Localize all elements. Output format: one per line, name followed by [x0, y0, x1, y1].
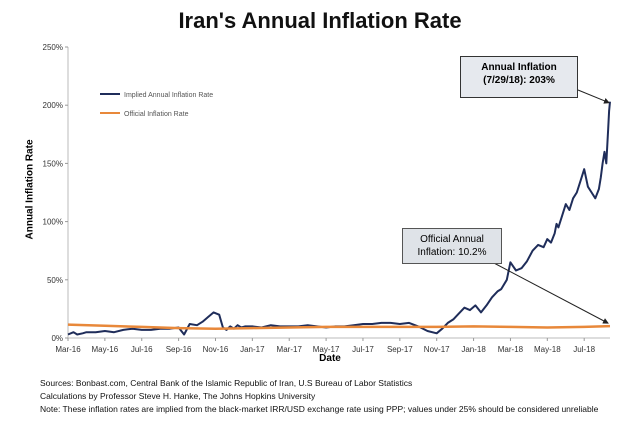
legend-entry: Implied Annual Inflation Rate	[124, 92, 213, 99]
x-tick-label: May-17	[313, 345, 340, 354]
y-tick-label: 250%	[43, 43, 63, 52]
official-inflation-callout: Official Annual Inflation: 10.2%	[402, 228, 502, 264]
x-tick-label: Jan-17	[240, 345, 265, 354]
x-tick-label: May-16	[92, 345, 119, 354]
official-callout-line2: Inflation: 10.2%	[417, 247, 487, 258]
x-tick-label: Jul-18	[573, 345, 595, 354]
annual-callout-arrow	[577, 89, 610, 104]
sources-line: Sources: Bonbast.com, Central Bank of th…	[40, 378, 413, 388]
x-tick-label: Sep-16	[166, 345, 192, 354]
annual-inflation-callout: Annual Inflation (7/29/18): 203%	[460, 56, 578, 98]
official-callout-arrow	[491, 261, 609, 324]
x-tick-label: Jul-17	[352, 345, 374, 354]
annual-callout-line2: (7/29/18): 203%	[483, 75, 555, 86]
x-tick-label: Jan-18	[461, 345, 486, 354]
x-tick-label: Jul-16	[131, 345, 153, 354]
note-line: Note: These inflation rates are implied …	[40, 404, 599, 414]
x-tick-label: Mar-16	[55, 345, 81, 354]
y-tick-label: 200%	[43, 101, 63, 110]
x-tick-label: Nov-17	[424, 345, 450, 354]
x-tick-label: Mar-18	[498, 345, 524, 354]
sources-note: Sources: Bonbast.com, Central Bank of th…	[40, 377, 598, 416]
y-tick-label: 100%	[43, 218, 63, 227]
legend-entry: Official Inflation Rate	[124, 111, 189, 118]
y-axis-label: Annual Inflation Rate	[24, 139, 36, 240]
x-axis-label: Date	[319, 353, 341, 364]
implied-inflation-line	[67, 101, 611, 336]
x-tick-label: May-18	[534, 345, 561, 354]
official-inflation-line	[67, 323, 611, 330]
y-tick-label: 50%	[47, 276, 63, 285]
x-tick-label: Nov-16	[203, 345, 229, 354]
y-tick-label: 0%	[51, 334, 63, 343]
chart-title: Iran's Annual Inflation Rate	[178, 8, 462, 33]
annual-callout-line1: Annual Inflation	[481, 62, 557, 73]
official-callout-line1: Official Annual	[420, 234, 484, 245]
x-tick-label: Sep-17	[387, 345, 413, 354]
x-tick-label: Mar-17	[277, 345, 303, 354]
calculations-line: Calculations by Professor Steve H. Hanke…	[40, 391, 316, 401]
y-tick-label: 150%	[43, 159, 63, 168]
